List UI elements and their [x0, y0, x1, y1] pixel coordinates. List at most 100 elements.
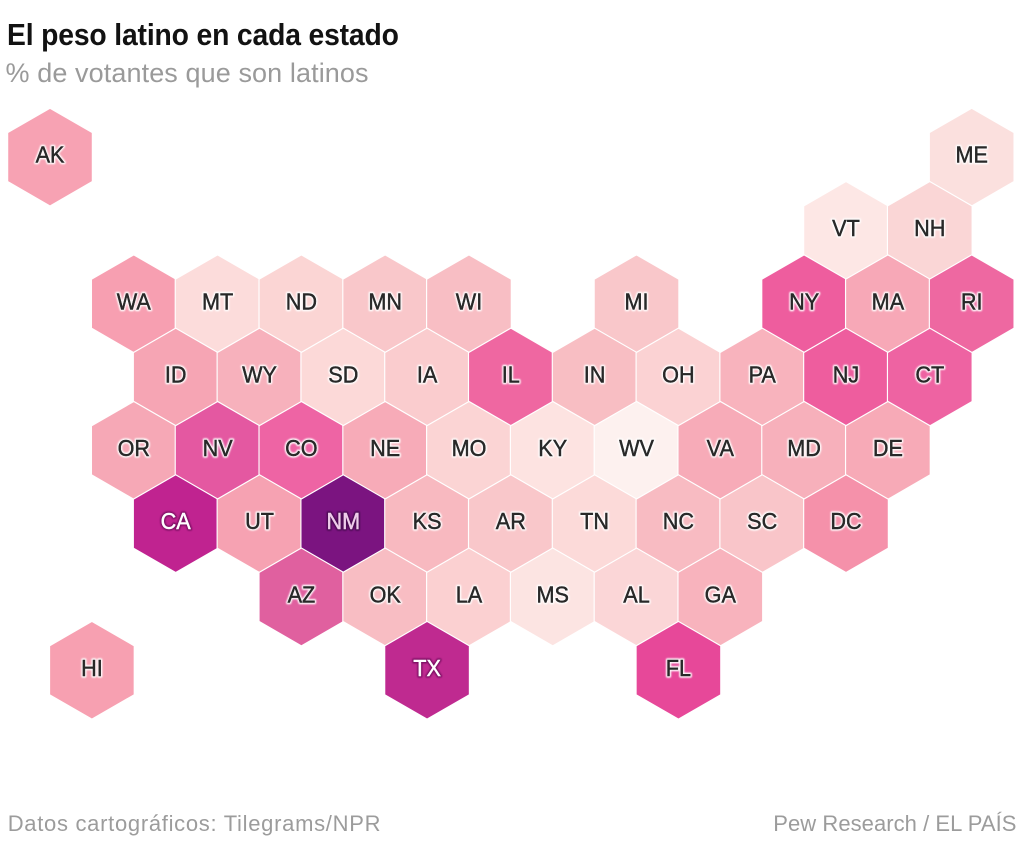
svg-text:MI: MI [624, 289, 648, 315]
svg-text:MN: MN [368, 289, 402, 315]
svg-text:RI: RI [961, 289, 983, 315]
svg-text:WI: WI [456, 289, 482, 315]
svg-text:SD: SD [328, 362, 358, 388]
svg-text:ME: ME [955, 142, 987, 168]
svg-text:NC: NC [663, 509, 694, 535]
svg-text:TX: TX [413, 655, 441, 681]
svg-text:GA: GA [705, 582, 736, 608]
svg-text:LA: LA [456, 582, 483, 608]
svg-text:TN: TN [580, 509, 609, 535]
svg-text:CO: CO [285, 435, 317, 461]
svg-text:NY: NY [789, 289, 819, 315]
svg-text:MS: MS [536, 582, 568, 608]
svg-text:NH: NH [914, 215, 945, 241]
svg-text:CO: CO [285, 435, 317, 461]
svg-text:VA: VA [707, 435, 734, 461]
svg-text:DC: DC [830, 509, 861, 535]
svg-text:OR: OR [118, 435, 150, 461]
svg-text:UT: UT [245, 509, 274, 535]
svg-text:GA: GA [705, 582, 736, 608]
svg-text:AK: AK [36, 142, 65, 168]
svg-text:MA: MA [872, 289, 905, 315]
svg-text:RI: RI [961, 289, 983, 315]
svg-text:OK: OK [370, 582, 401, 608]
svg-text:ND: ND [286, 289, 317, 315]
svg-text:NE: NE [370, 435, 400, 461]
svg-text:WI: WI [456, 289, 482, 315]
svg-text:SC: SC [747, 509, 777, 535]
svg-text:MO: MO [452, 435, 487, 461]
svg-text:DC: DC [830, 509, 861, 535]
svg-text:PA: PA [749, 362, 776, 388]
svg-text:FL: FL [666, 655, 691, 681]
svg-text:HI: HI [81, 655, 103, 681]
svg-text:SC: SC [747, 509, 777, 535]
svg-text:ND: ND [286, 289, 317, 315]
svg-text:MD: MD [787, 435, 821, 461]
svg-text:WA: WA [117, 289, 151, 315]
svg-text:KS: KS [413, 509, 442, 535]
svg-text:NM: NM [326, 509, 360, 535]
svg-text:IL: IL [502, 362, 520, 388]
svg-text:AZ: AZ [288, 582, 316, 608]
svg-text:NJ: NJ [833, 362, 859, 388]
svg-text:NH: NH [914, 215, 945, 241]
svg-text:SD: SD [328, 362, 358, 388]
svg-text:HI: HI [81, 655, 103, 681]
svg-text:IN: IN [584, 362, 606, 388]
svg-text:MS: MS [536, 582, 568, 608]
svg-text:CA: CA [161, 509, 191, 535]
svg-text:ID: ID [165, 362, 187, 388]
svg-text:NV: NV [203, 435, 233, 461]
svg-text:KY: KY [538, 435, 567, 461]
svg-text:WY: WY [242, 362, 277, 388]
svg-text:MO: MO [452, 435, 487, 461]
svg-text:IA: IA [417, 362, 438, 388]
svg-text:AR: AR [496, 509, 526, 535]
svg-text:IA: IA [417, 362, 438, 388]
svg-text:NY: NY [789, 289, 819, 315]
svg-text:AL: AL [623, 582, 649, 608]
svg-text:AL: AL [623, 582, 649, 608]
svg-text:DE: DE [873, 435, 903, 461]
svg-text:WV: WV [619, 435, 654, 461]
svg-text:MA: MA [872, 289, 905, 315]
svg-text:CA: CA [161, 509, 191, 535]
svg-text:VA: VA [707, 435, 734, 461]
svg-text:NM: NM [326, 509, 360, 535]
svg-text:MD: MD [787, 435, 821, 461]
svg-text:PA: PA [749, 362, 776, 388]
svg-text:CT: CT [915, 362, 944, 388]
svg-text:IN: IN [584, 362, 606, 388]
svg-text:VT: VT [832, 215, 860, 241]
svg-text:OR: OR [118, 435, 150, 461]
svg-text:DE: DE [873, 435, 903, 461]
svg-text:LA: LA [456, 582, 483, 608]
svg-text:AK: AK [36, 142, 65, 168]
svg-text:WY: WY [242, 362, 277, 388]
svg-text:KY: KY [538, 435, 567, 461]
svg-text:MI: MI [624, 289, 648, 315]
svg-text:OK: OK [370, 582, 401, 608]
svg-text:OH: OH [662, 362, 694, 388]
svg-text:ID: ID [165, 362, 187, 388]
svg-text:TX: TX [413, 655, 441, 681]
svg-text:MN: MN [368, 289, 402, 315]
svg-text:FL: FL [666, 655, 691, 681]
svg-text:AR: AR [496, 509, 526, 535]
svg-text:WA: WA [117, 289, 151, 315]
svg-text:TN: TN [580, 509, 609, 535]
svg-text:NC: NC [663, 509, 694, 535]
svg-text:OH: OH [662, 362, 694, 388]
svg-text:UT: UT [245, 509, 274, 535]
svg-text:ME: ME [955, 142, 987, 168]
svg-text:NE: NE [370, 435, 400, 461]
svg-text:NJ: NJ [833, 362, 859, 388]
svg-text:AZ: AZ [288, 582, 316, 608]
svg-text:NV: NV [203, 435, 233, 461]
svg-text:WV: WV [619, 435, 654, 461]
svg-text:MT: MT [202, 289, 234, 315]
svg-text:CT: CT [915, 362, 944, 388]
svg-text:VT: VT [832, 215, 860, 241]
svg-text:MT: MT [202, 289, 234, 315]
